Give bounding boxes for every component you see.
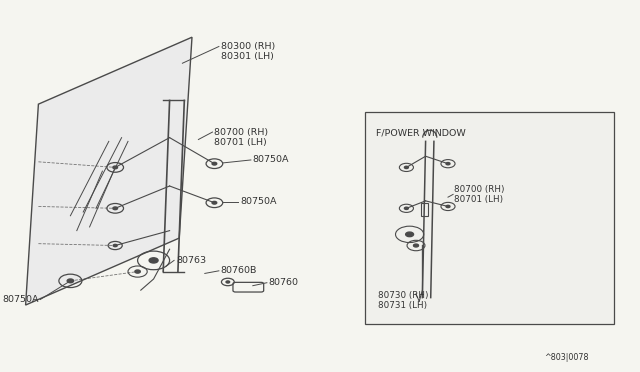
Circle shape [113, 166, 118, 169]
Bar [421, 203, 428, 216]
Circle shape [67, 279, 74, 283]
Text: F/POWER WINDOW: F/POWER WINDOW [376, 128, 466, 137]
Text: 80750A: 80750A [240, 197, 276, 206]
Polygon shape [26, 37, 192, 305]
Circle shape [404, 166, 408, 169]
Circle shape [113, 244, 117, 247]
Text: 80701 (LH): 80701 (LH) [214, 138, 267, 147]
Circle shape [212, 201, 217, 204]
Circle shape [446, 163, 450, 165]
Text: 80750A: 80750A [2, 295, 38, 304]
Circle shape [446, 205, 450, 208]
Text: 80301 (LH): 80301 (LH) [221, 52, 274, 61]
Circle shape [413, 244, 419, 247]
Circle shape [135, 270, 140, 273]
Text: 80760: 80760 [269, 278, 299, 287]
Bar [365, 112, 614, 324]
Text: 80750A: 80750A [253, 155, 289, 164]
Text: 80300 (RH): 80300 (RH) [221, 42, 275, 51]
Circle shape [404, 207, 408, 209]
Text: 80763: 80763 [176, 256, 206, 265]
Circle shape [149, 258, 158, 263]
Text: 80760B: 80760B [221, 266, 257, 275]
Text: 80730 (RH): 80730 (RH) [378, 291, 428, 300]
Text: ^803|0078: ^803|0078 [544, 353, 589, 362]
Circle shape [226, 281, 230, 283]
Text: 80700 (RH): 80700 (RH) [454, 185, 505, 194]
Circle shape [113, 207, 118, 210]
Text: 80701 (LH): 80701 (LH) [454, 195, 504, 203]
Text: 80700 (RH): 80700 (RH) [214, 128, 269, 137]
Text: 80731 (LH): 80731 (LH) [378, 301, 427, 310]
Circle shape [406, 232, 413, 237]
Circle shape [212, 162, 217, 165]
